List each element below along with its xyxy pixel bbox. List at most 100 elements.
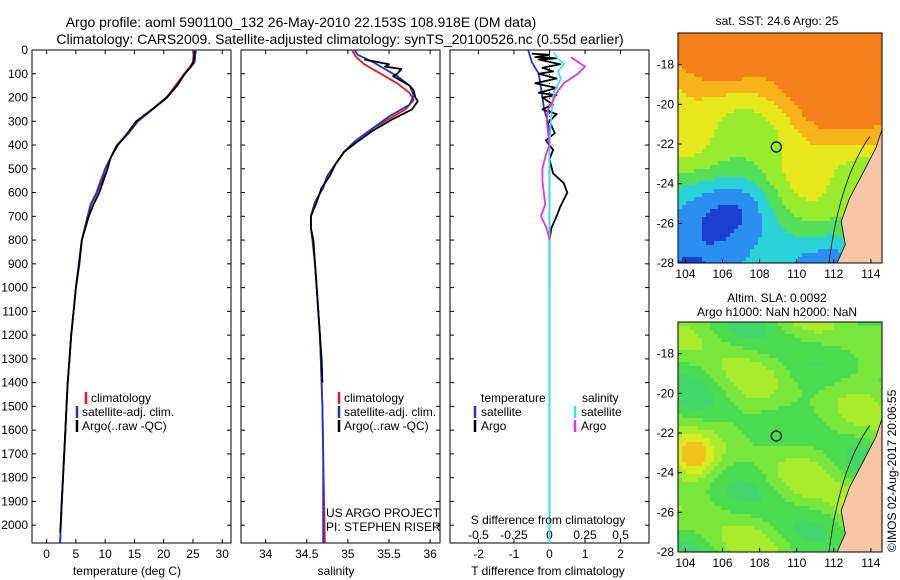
y-tick-label: 1800 — [1, 471, 28, 485]
lon-tick-label: 114 — [861, 556, 880, 570]
y-tick-label: 1400 — [1, 376, 28, 390]
x-tick-label: -2 — [473, 547, 484, 561]
series-line-argo — [59, 51, 196, 533]
x-tick-label: 20 — [157, 547, 171, 561]
legend-label-t-satellite: satellite — [481, 405, 522, 419]
legend-title-temperature: temperature — [481, 391, 546, 405]
temperature-legend: climatology satellite-adj. clim. Argo(..… — [75, 391, 174, 433]
lon-tick-label: 106 — [712, 556, 732, 570]
figure-title-line1: Argo profile: aoml 5901100_132 26-May-20… — [66, 14, 537, 30]
lat-tick-label: -18 — [657, 347, 675, 361]
map-frame — [677, 32, 883, 264]
imos-timestamp: ©IMOS 02-Aug-2017 20:06:55 — [885, 389, 899, 552]
series-line-s-satellite — [548, 51, 565, 543]
lon-tick-label: 110 — [787, 556, 806, 570]
y-tick-label: 800 — [8, 233, 28, 247]
lon-tick-label: 106 — [712, 267, 732, 281]
lat-tick-label: -28 — [657, 256, 675, 270]
x-tick-label: 34.5 — [295, 547, 319, 561]
x-tick-label: 35 — [341, 547, 355, 561]
x-tick-label: 34 — [259, 547, 273, 561]
lon-tick-label: 112 — [824, 556, 843, 570]
x2-tick-label: 0.25 — [573, 528, 597, 542]
isobath-line — [828, 136, 871, 263]
temperature-plot: 0100200300400500600700800900100011001200… — [1, 43, 231, 561]
sla-map: 104 106 108 110 112 114 -18 -20 -22 -24 -26 -28 — [657, 321, 883, 570]
x-tick-label: 35.5 — [377, 547, 401, 561]
lon-tick-label: 108 — [750, 556, 770, 570]
y-tick-label: 2000 — [1, 518, 28, 532]
y-tick-label: 1700 — [1, 447, 28, 461]
lon-tick-label: 108 — [750, 267, 770, 281]
map-field — [678, 33, 882, 263]
lon-tick-label: 104 — [675, 556, 695, 570]
sst-map: 104 106 108 110 112 114 -18 -20 -22 -24 -26 -28 — [657, 32, 883, 281]
temperature-xlabel: temperature (deg C) — [73, 564, 181, 578]
x-tick-label: 2 — [617, 547, 624, 561]
x-tick-label: -1 — [509, 547, 520, 561]
legend-label-satellite: satellite-adj. clim. — [344, 405, 436, 419]
lat-tick-label: -20 — [657, 97, 675, 111]
y-tick-label: 1600 — [1, 423, 28, 437]
lat-tick-label: -22 — [657, 426, 675, 440]
figure-title-line2: Climatology: CARS2009. Satellite-adjuste… — [56, 31, 623, 47]
y-tick-label: 600 — [8, 186, 28, 200]
sst-map-title: sat. SST: 24.6 Argo: 25 — [716, 14, 839, 28]
legend-label-satellite: satellite-adj. clim. — [82, 405, 174, 419]
legend-title-salinity: salinity — [582, 391, 619, 405]
y-tick-label: 1000 — [1, 281, 28, 295]
x-tick-label: 10 — [98, 547, 112, 561]
s-difference-xlabel: S difference from climatology — [471, 513, 626, 527]
lat-tick-label: -22 — [657, 137, 675, 151]
lon-tick-label: 104 — [675, 267, 695, 281]
legend-label-t-argo: Argo — [481, 419, 507, 433]
lat-tick-label: -20 — [657, 386, 675, 400]
lat-tick-label: -28 — [657, 545, 675, 559]
series-line-satellite — [310, 49, 415, 543]
series-line-climatology — [310, 49, 415, 544]
isobath-line — [828, 425, 871, 552]
sla-map-title2: Argo h1000: NaN h2000: NaN — [697, 305, 857, 319]
difference-legend: temperature salinity satellite Argo sate… — [473, 391, 622, 433]
y-tick-label: 200 — [8, 91, 28, 105]
x-tick-label: 0 — [43, 547, 50, 561]
x-tick-label: 36 — [423, 547, 437, 561]
sla-map-title: Altim. SLA: 0.0092 — [727, 291, 827, 305]
credit-pi: PI: STEPHEN RISER — [326, 520, 441, 534]
y-tick-label: 700 — [8, 209, 28, 223]
legend-label-climatology: climatology — [91, 391, 151, 405]
x-tick-label: 30 — [216, 547, 230, 561]
legend-label-s-argo: Argo — [581, 419, 607, 433]
x-tick-label: 15 — [128, 547, 142, 561]
y-tick-label: 0 — [21, 43, 28, 57]
x-tick-label: 1 — [582, 547, 589, 561]
salinity-legend: climatology satellite-adj. clim. Argo(..… — [337, 391, 436, 433]
x2-tick-label: -0.5 — [468, 528, 489, 542]
t-difference-xlabel: T difference from climatology — [471, 564, 625, 578]
legend-label-climatology: climatology — [344, 391, 404, 405]
y-tick-label: 1900 — [1, 494, 28, 508]
y-tick-label: 500 — [8, 162, 28, 176]
x-tick-label: 5 — [73, 547, 80, 561]
x2-tick-label: -0.25 — [500, 528, 528, 542]
lon-tick-label: 114 — [861, 267, 880, 281]
x2-tick-label: 0.5 — [612, 528, 629, 542]
series-line-satellite — [59, 49, 197, 544]
lat-tick-label: -26 — [657, 505, 675, 519]
land-area — [836, 129, 882, 263]
y-tick-label: 1100 — [2, 304, 28, 318]
difference-plot: -2 -1 0 1 2-0.5 -0.25 0 0.25 0.5 — [450, 49, 649, 561]
series-line-s-argo — [540, 56, 586, 241]
map-frame — [677, 321, 883, 553]
land-area — [836, 418, 882, 552]
y-tick-label: 300 — [8, 114, 28, 128]
lat-tick-label: -24 — [657, 177, 675, 191]
argo-float-marker — [770, 430, 782, 442]
temperature-axes — [31, 49, 232, 544]
series-line-argo — [310, 58, 419, 383]
salinity-xlabel: salinity — [318, 564, 355, 578]
salinity-plot: 34 34.5 35 35.5 36 — [241, 49, 440, 561]
legend-label-argo: Argo(..raw -QC) — [344, 419, 429, 433]
series-line-climatology — [59, 49, 195, 544]
y-tick-label: 1300 — [1, 352, 28, 366]
